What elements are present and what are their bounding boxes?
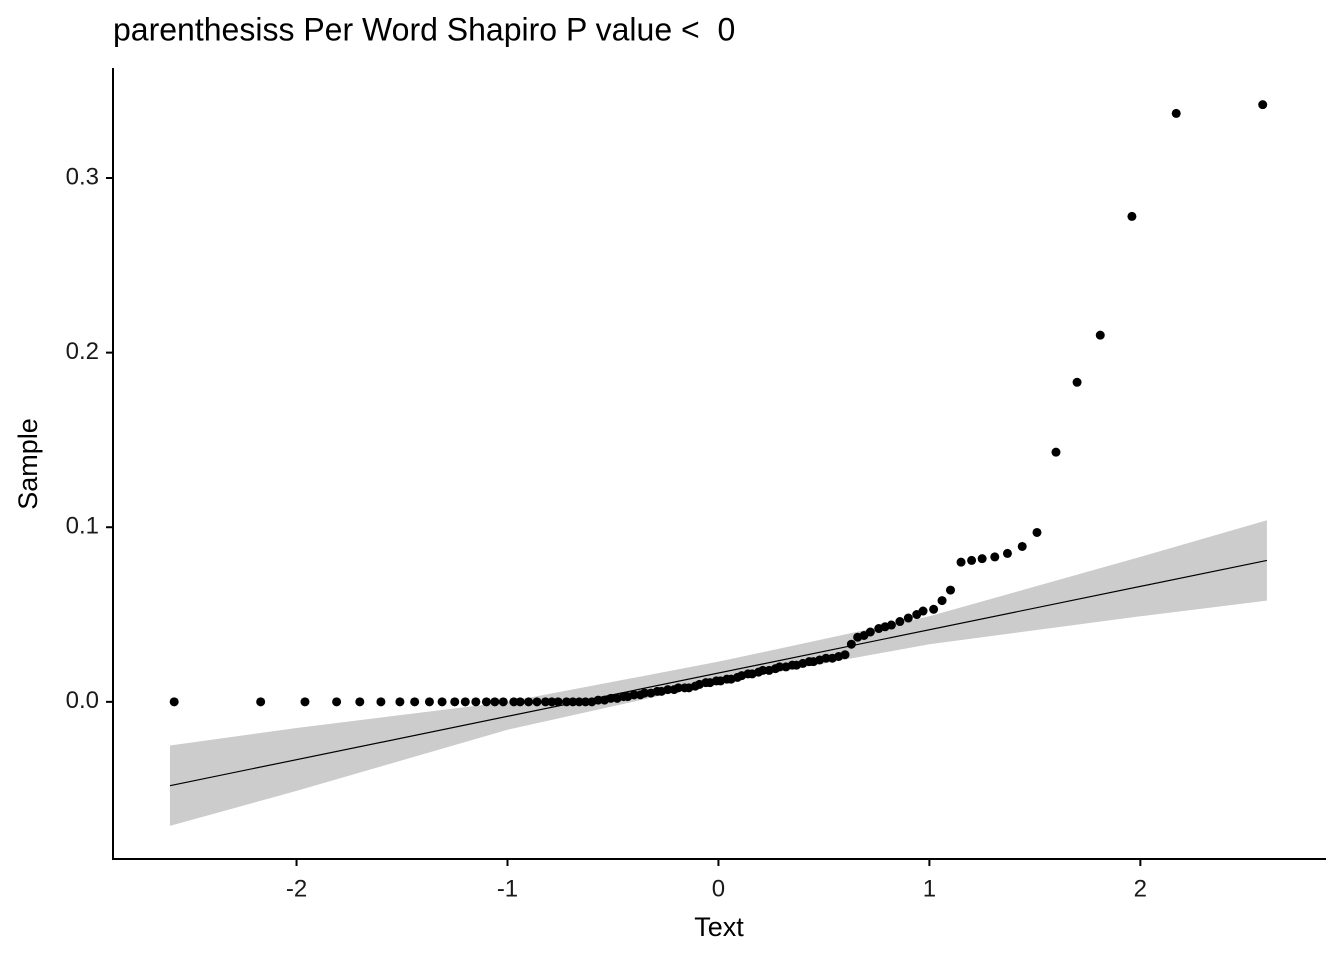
point — [471, 697, 481, 707]
y-tick-label: 0.0 — [66, 687, 99, 714]
reference-line — [169, 559, 1268, 787]
point — [640, 688, 650, 698]
point — [532, 697, 542, 707]
point — [515, 697, 525, 707]
point — [1095, 330, 1105, 340]
point — [490, 697, 500, 707]
point — [929, 604, 939, 614]
point — [376, 697, 386, 707]
point — [821, 653, 831, 663]
x-axis-title: Text — [694, 912, 744, 942]
y-tick-label: 0.2 — [66, 338, 99, 365]
point — [977, 554, 987, 564]
point — [775, 662, 785, 672]
point — [1051, 447, 1061, 457]
point — [895, 617, 905, 627]
y-axis-title: Sample — [13, 418, 43, 510]
point — [256, 697, 266, 707]
point — [437, 697, 447, 707]
point — [568, 697, 578, 707]
x-tick-label: 0 — [712, 875, 725, 902]
x-tick-label: -2 — [286, 875, 307, 902]
point — [606, 693, 616, 703]
point — [553, 697, 563, 707]
point — [300, 697, 310, 707]
point — [509, 697, 519, 707]
point — [574, 697, 584, 707]
point — [1072, 377, 1082, 387]
point — [967, 555, 977, 565]
point — [937, 596, 947, 606]
point — [332, 697, 342, 707]
point — [990, 552, 1000, 562]
point — [169, 697, 179, 707]
point — [1032, 527, 1042, 537]
point — [562, 697, 572, 707]
point — [1127, 211, 1137, 221]
point — [547, 697, 557, 707]
x-tick-label: 1 — [923, 875, 936, 902]
point — [918, 606, 928, 616]
point — [1258, 100, 1268, 110]
y-tick-label: 0.1 — [66, 513, 99, 540]
point — [424, 697, 434, 707]
point — [673, 683, 683, 693]
point — [1002, 548, 1012, 558]
point — [846, 639, 856, 649]
point — [410, 697, 420, 707]
y-tick-label: 0.3 — [66, 163, 99, 190]
point — [524, 697, 534, 707]
point — [450, 697, 460, 707]
point — [629, 690, 639, 700]
point — [663, 685, 673, 695]
point — [395, 697, 405, 707]
point — [956, 557, 966, 567]
x-tick-label: 2 — [1134, 875, 1147, 902]
point — [460, 697, 470, 707]
point — [945, 585, 955, 595]
point — [886, 620, 896, 630]
point — [540, 697, 550, 707]
point — [865, 627, 875, 637]
x-tick-label: -1 — [497, 875, 518, 902]
point — [355, 697, 365, 707]
point — [498, 697, 508, 707]
point — [481, 697, 491, 707]
point — [593, 695, 603, 705]
point — [840, 650, 850, 660]
point — [903, 613, 913, 623]
chart-title: parenthesiss Per Word Shapiro P value < … — [113, 11, 735, 47]
point — [758, 665, 768, 675]
point — [581, 697, 591, 707]
point — [1017, 541, 1027, 551]
point — [1171, 108, 1181, 118]
